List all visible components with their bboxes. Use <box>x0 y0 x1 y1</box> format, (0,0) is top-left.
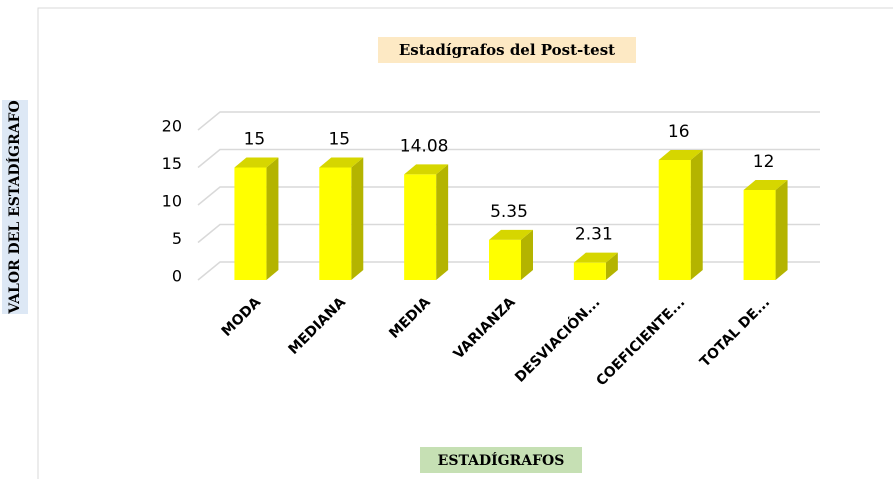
bar-side <box>436 164 449 280</box>
bar-side <box>690 150 703 280</box>
grid-line <box>197 186 820 206</box>
bar-side <box>521 229 533 280</box>
y-axis-label: VALOR DEL ESTADÍGRAFO <box>5 100 23 314</box>
bar-side <box>775 180 788 280</box>
bar-top <box>489 229 533 240</box>
bar-top <box>573 252 618 263</box>
bar <box>573 262 606 280</box>
y-tick-label: 20 <box>162 117 182 136</box>
bar-top <box>658 150 703 160</box>
data-label: 15 <box>244 130 266 150</box>
grid-line <box>197 261 820 281</box>
bar-top <box>319 157 364 168</box>
bar <box>234 167 267 280</box>
x-label-background <box>420 447 582 473</box>
y-tick-label: 10 <box>162 192 182 211</box>
data-label: 14.08 <box>400 136 449 156</box>
bar-side <box>605 252 618 280</box>
bar-top <box>743 180 788 190</box>
data-label: 5.35 <box>490 202 528 222</box>
bar <box>489 239 521 280</box>
y-tick-label: 5 <box>172 229 182 248</box>
grid-line <box>197 111 820 131</box>
bar-top <box>234 157 279 168</box>
x-axis-label: ESTADÍGRAFOS <box>438 451 565 469</box>
bar <box>319 167 352 280</box>
chart-title: Estadígrafos del Post-test <box>399 41 615 59</box>
grid-line <box>197 223 820 244</box>
bar-top <box>404 164 449 175</box>
title-background <box>378 37 636 63</box>
bar-side <box>351 157 364 280</box>
bar <box>658 160 691 280</box>
y-tick-label: 15 <box>162 154 182 173</box>
bar <box>743 190 776 280</box>
y-tick-label: 0 <box>172 267 182 286</box>
data-label: 15 <box>328 130 350 150</box>
bar-side <box>266 157 279 280</box>
data-label: 12 <box>753 152 775 172</box>
data-label: 16 <box>668 122 690 142</box>
data-label: 2.31 <box>575 225 613 245</box>
bar <box>404 174 437 280</box>
y-label-background <box>2 100 28 314</box>
grid-line <box>197 148 820 169</box>
